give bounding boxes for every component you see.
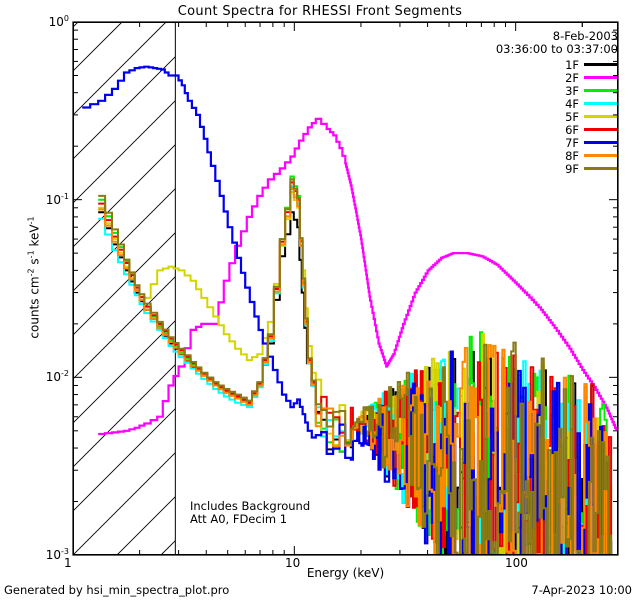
legend-color-swatch [584, 89, 618, 92]
render-timestamp: 7-Apr-2023 10:00 [531, 583, 632, 597]
legend-item-7f: 7F [565, 135, 618, 150]
y-tick-label-1e-1: 10-1 [45, 191, 69, 207]
legend: 1F 2F 3F 4F 5F 6F 7F 8F 9F [565, 57, 618, 176]
legend-color-swatch [584, 115, 618, 118]
series-line-2f [98, 117, 618, 436]
y-tick-labels: 100 10-1 10-2 10-3 [0, 0, 69, 600]
legend-label: 4F [565, 96, 579, 111]
x-tick-label-10: 10 [285, 556, 301, 570]
legend-color-swatch [584, 102, 618, 105]
observation-date: 8-Feb-2003 [552, 29, 618, 43]
legend-color-swatch [584, 154, 618, 157]
legend-label: 1F [565, 57, 579, 72]
series-line-8f [98, 187, 613, 555]
legend-label: 3F [565, 83, 579, 98]
legend-item-2f: 2F [565, 70, 618, 85]
legend-color-swatch [584, 167, 618, 170]
y-tick-label-1e-2: 10-2 [45, 369, 69, 385]
series-line-9f [98, 178, 613, 555]
x-axis-label: Energy (keV) [306, 566, 385, 580]
legend-color-swatch [584, 76, 618, 79]
legend-item-3f: 3F [565, 83, 618, 98]
legend-item-6f: 6F [565, 122, 618, 137]
legend-item-1f: 1F [565, 57, 618, 72]
x-tick-label-100: 100 [505, 556, 528, 570]
legend-item-9f: 9F [565, 161, 618, 176]
legend-label: 2F [565, 70, 579, 85]
legend-item-4f: 4F [565, 96, 618, 111]
legend-label: 8F [565, 148, 579, 163]
legend-color-swatch [584, 141, 618, 144]
x-tick-label-1: 1 [64, 556, 72, 570]
legend-color-swatch [584, 63, 618, 66]
data-series-group [82, 65, 618, 555]
plot-annotation: Includes Background Att A0, FDecim 1 [190, 500, 310, 526]
plot-frame [73, 22, 618, 555]
generated-by-label: Generated by hsi_min_spectra_plot.pro [4, 583, 230, 597]
legend-label: 6F [565, 122, 579, 137]
y-tick-label-1e0: 100 [48, 14, 69, 29]
legend-label: 5F [565, 109, 579, 124]
observation-time-range: 03:36:00 to 03:37:00 [495, 42, 618, 56]
legend-item-8f: 8F [565, 148, 618, 163]
page-title: Count Spectra for RHESSI Front Segments [177, 4, 463, 19]
y-tick-label-1e-3: 10-3 [45, 547, 69, 562]
observation-datetime: 8-Feb-2003 03:36:00 to 03:37:00 [496, 30, 618, 56]
legend-label: 7F [565, 135, 579, 150]
legend-item-5f: 5F [565, 109, 618, 124]
annotation-line-1: Includes Background [190, 499, 311, 513]
legend-color-swatch [584, 128, 618, 131]
annotation-line-2: Att A0, FDecim 1 [190, 512, 288, 526]
y-axis-label: counts cm-2 s-1 keV-1 [26, 216, 42, 339]
legend-label: 9F [565, 161, 579, 176]
